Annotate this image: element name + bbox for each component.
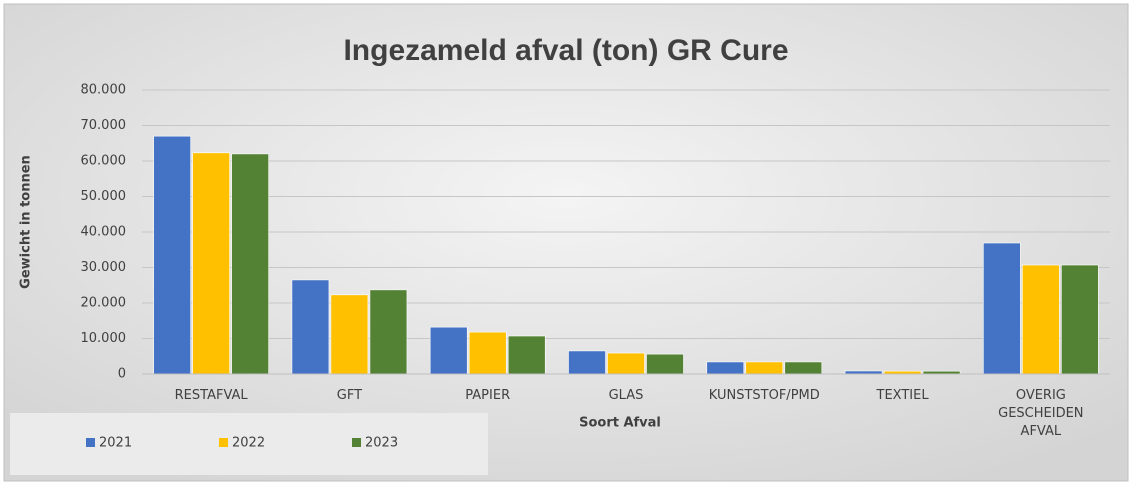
bar [330,294,369,375]
bar [468,331,507,375]
y-tick-label: 60.000 [81,154,127,169]
y-tick-label: 30.000 [81,260,127,275]
x-tick-label: KUNSTSTOF/PMD [708,388,820,403]
y-tick-label: 70.000 [81,118,127,133]
chart-background [3,3,1129,482]
bar [983,242,1021,375]
bar [429,326,468,375]
chart-title: Ingezameld afval (ton) GR Cure [343,34,788,67]
bar [784,361,823,375]
x-tick-label: GFT [336,388,363,403]
bar [607,352,645,375]
y-tick-label: 20.000 [81,296,127,311]
y-tick-label: 50.000 [81,189,127,204]
y-axis-title: Gewicht in tonnen [19,155,34,289]
bar [1061,264,1099,375]
bar [706,361,745,375]
x-tick-label: TEXTIEL [876,388,929,403]
x-axis-title: Soort Afval [579,416,661,431]
x-tick-label: PAPIER [465,388,511,403]
bar [231,153,269,375]
bar [153,135,191,375]
x-tick-label: RESTAFVAL [174,388,248,403]
bar [291,279,330,375]
bar [192,152,230,375]
x-tick-label: OVERIG GESCHEIDEN AFVAL [998,388,1084,439]
y-tick-label: 10.000 [81,331,127,346]
y-tick-label: 80.000 [81,83,127,98]
legend-swatch [352,438,361,447]
legend-swatch [86,438,95,447]
bar [745,361,784,375]
bar [568,350,606,375]
y-tick-label: 40.000 [81,225,127,240]
y-tick-label: 0 [118,367,126,382]
legend-label: 2021 [99,436,132,451]
bar [507,335,546,375]
legend-label: 2023 [365,436,398,451]
legend-swatch [219,438,228,447]
bar [1022,264,1060,375]
bar [646,353,684,375]
x-tick-label: GLAS [608,388,644,403]
bar [369,289,408,375]
legend-label: 2022 [232,436,265,451]
